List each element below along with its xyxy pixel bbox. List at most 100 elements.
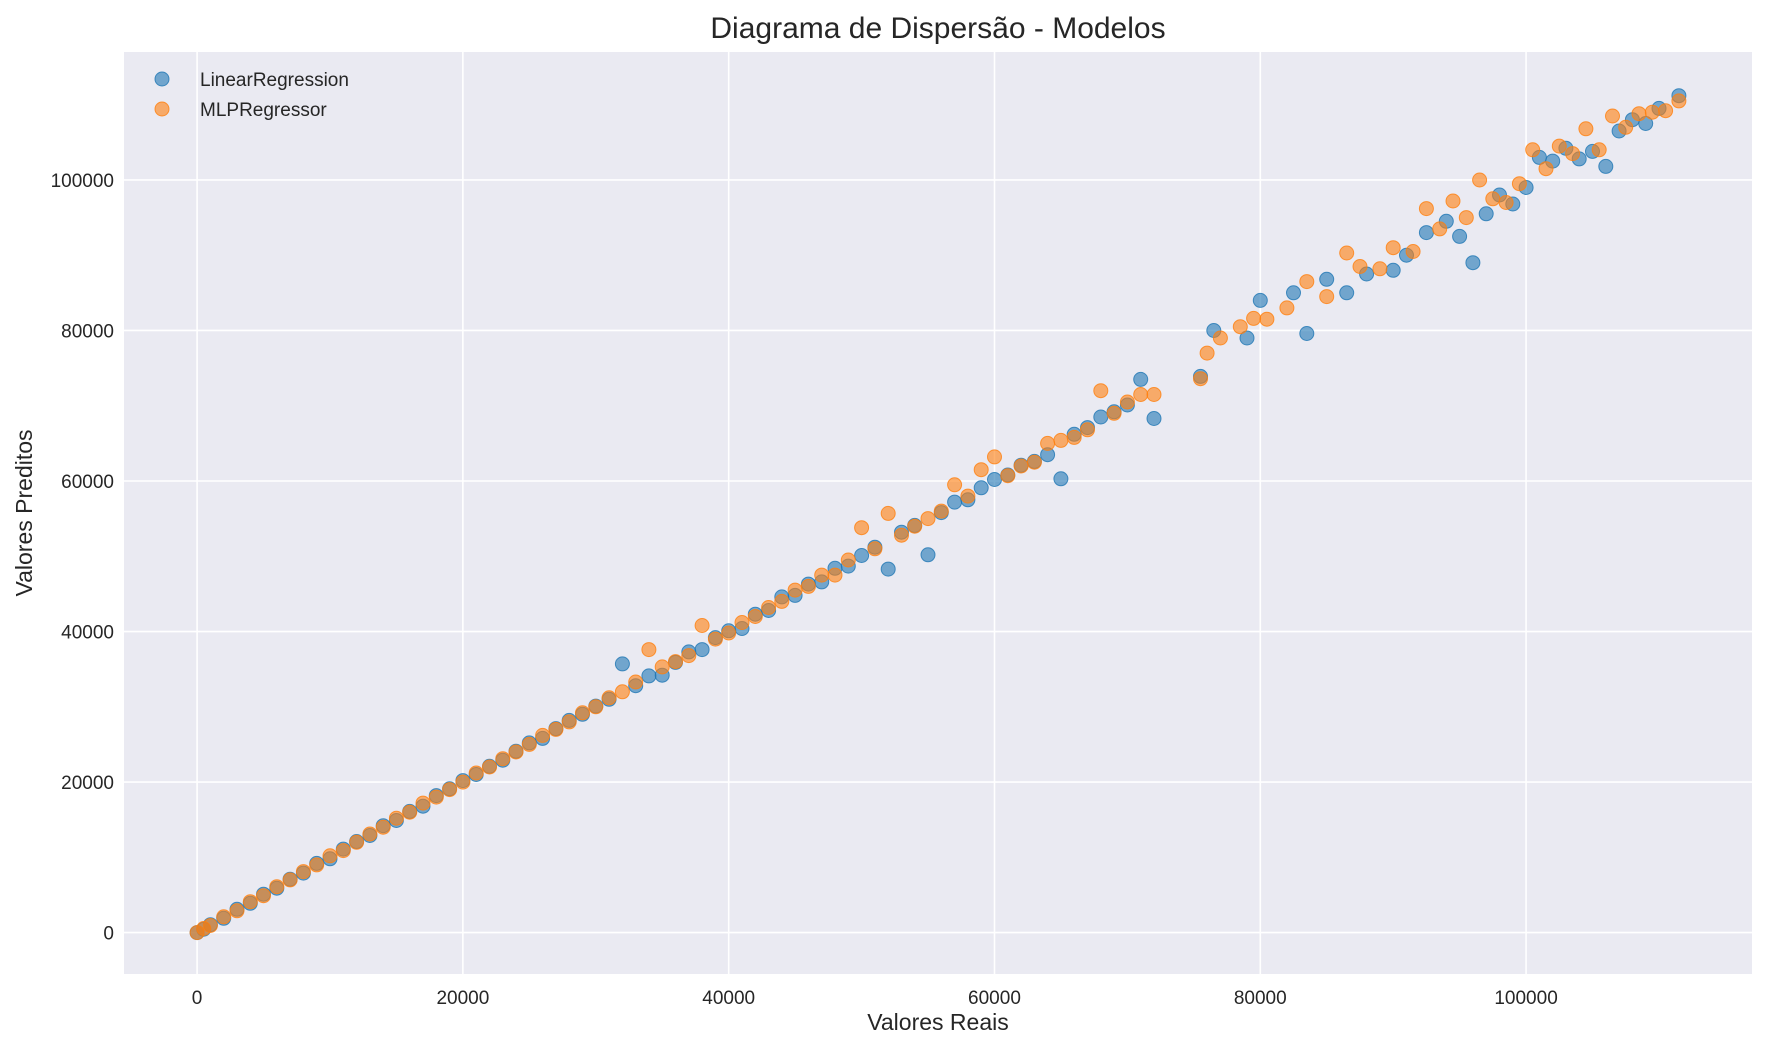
- scatter-point: [1538, 161, 1554, 177]
- scatter-point: [987, 472, 1002, 487]
- scatter-point: [388, 810, 404, 826]
- scatter-point: [535, 727, 551, 743]
- scatter-point: [721, 625, 737, 641]
- scatter-point: [1671, 93, 1687, 109]
- scatter-point: [1605, 108, 1620, 124]
- x-tick-label: 40000: [702, 988, 755, 1009]
- scatter-point: [707, 631, 723, 647]
- scatter-point: [402, 804, 418, 820]
- scatter-point: [734, 615, 750, 630]
- scatter-point: [588, 699, 604, 715]
- scatter-point: [455, 774, 471, 790]
- scatter-point: [1299, 274, 1315, 290]
- scatter-point: [1146, 411, 1162, 426]
- x-tick-label: 0: [192, 988, 203, 1009]
- y-axis-ticks: 0 20000 40000 60000 80000 100000: [51, 171, 114, 945]
- y-tick-label: 100000: [51, 171, 114, 192]
- x-tick-label: 100000: [1494, 988, 1557, 1009]
- x-axis-ticks: 0 20000 40000 60000 80000 100000: [192, 988, 1558, 1009]
- scatter-point: [256, 888, 271, 904]
- scatter-point: [747, 609, 763, 624]
- scatter-point: [694, 642, 710, 658]
- legend-label-linear-regression: LinearRegression: [200, 70, 349, 91]
- x-tick-label: 60000: [968, 988, 1021, 1009]
- scatter-point: [1339, 285, 1355, 301]
- scatter-point: [960, 488, 976, 504]
- scatter-point: [907, 518, 923, 534]
- scatter-point: [269, 879, 285, 895]
- scatter-point: [761, 600, 777, 615]
- scatter-point: [1485, 191, 1501, 207]
- scatter-point: [1146, 387, 1162, 402]
- scatter-point: [1259, 311, 1275, 327]
- series-mlp-regressor: [189, 93, 1687, 941]
- scatter-point: [681, 648, 697, 664]
- scatter-point: [920, 547, 936, 563]
- scatter-point: [787, 582, 803, 598]
- scatter-point: [561, 714, 577, 730]
- scatter-point: [1618, 119, 1634, 135]
- scatter-point: [1385, 262, 1401, 278]
- scatter-point: [827, 567, 843, 583]
- scatter-point: [668, 654, 683, 670]
- scatter-point: [1053, 432, 1069, 448]
- scatter-point: [1133, 387, 1149, 402]
- scatter-point: [987, 449, 1002, 465]
- scatter-point: [641, 642, 657, 658]
- scatter-point: [1319, 271, 1335, 287]
- scatter-point: [894, 527, 909, 543]
- scatter-point: [428, 789, 444, 805]
- scatter-point: [1279, 300, 1295, 316]
- scatter-point: [1598, 158, 1614, 174]
- scatter-point: [654, 659, 670, 675]
- scatter-point: [575, 705, 590, 721]
- scatter-point: [614, 656, 630, 672]
- scatter-point: [322, 848, 338, 864]
- scatter-point: [1658, 103, 1674, 119]
- scatter-point: [1066, 429, 1082, 445]
- scatter-point: [1106, 405, 1122, 421]
- scatter-point: [774, 593, 790, 609]
- scatter-point: [854, 548, 870, 563]
- scatter-point: [415, 795, 431, 811]
- data-points: [189, 88, 1687, 941]
- scatter-point: [508, 744, 524, 760]
- scatter-point: [1232, 319, 1248, 335]
- scatter-point: [1472, 172, 1488, 188]
- y-tick-label: 0: [103, 924, 114, 945]
- scatter-point: [1445, 193, 1461, 209]
- scatter-point: [335, 843, 351, 859]
- scatter-point: [349, 834, 365, 850]
- scatter-point: [973, 462, 989, 478]
- scatter-point: [1026, 454, 1042, 470]
- scatter-point: [1551, 138, 1567, 154]
- scatter-point: [1578, 121, 1594, 137]
- y-tick-label: 80000: [61, 321, 114, 342]
- scatter-point: [1465, 255, 1481, 271]
- x-axis-label: Valores Reais: [867, 1009, 1008, 1035]
- scatter-point: [1212, 330, 1228, 346]
- scatter-point: [854, 520, 870, 536]
- scatter-point: [1452, 228, 1468, 244]
- scatter-point: [548, 721, 564, 737]
- scatter-point: [1080, 422, 1095, 438]
- scatter-point: [880, 505, 896, 521]
- x-tick-label: 80000: [1234, 988, 1287, 1009]
- scatter-point: [1478, 206, 1494, 222]
- chart-title: Diagrama de Dispersão - Modelos: [710, 12, 1165, 45]
- scatter-point: [628, 674, 644, 690]
- scatter-point: [1319, 289, 1335, 305]
- scatter-point: [814, 567, 830, 583]
- scatter-point: [1565, 146, 1581, 162]
- scatter-point: [601, 690, 617, 706]
- scatter-point: [202, 918, 218, 933]
- x-tick-label: 20000: [436, 988, 489, 1009]
- scatter-point: [1372, 261, 1388, 277]
- scatter-point: [1286, 285, 1301, 301]
- scatter-point: [1000, 468, 1016, 484]
- scatter-point: [1432, 221, 1448, 237]
- scatter-point: [1352, 259, 1368, 274]
- scatter-point: [1591, 142, 1607, 158]
- y-tick-label: 20000: [61, 773, 114, 794]
